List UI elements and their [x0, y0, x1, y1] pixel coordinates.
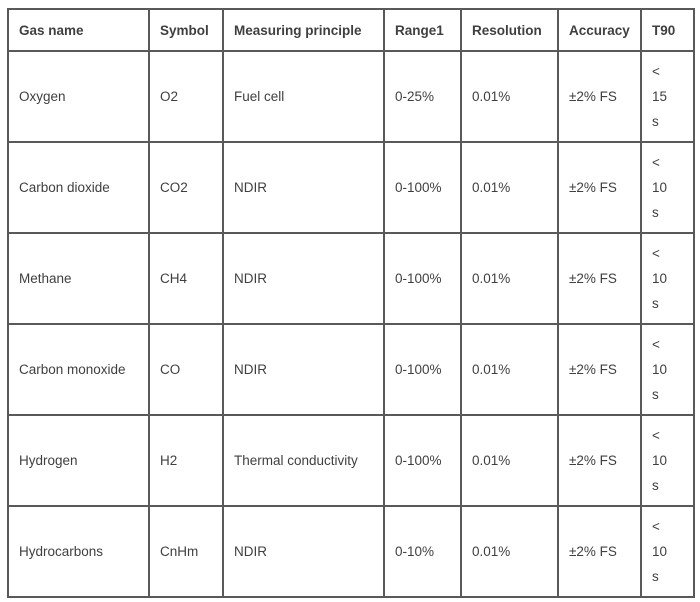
column-header-principle: Measuring principle [222, 8, 385, 52]
cell-accuracy: ±2% FS [557, 232, 642, 325]
column-header-symbol: Symbol [148, 8, 224, 52]
cell-resolution: 0.01% [460, 414, 559, 507]
cell-t90: < 15 s [640, 50, 695, 143]
table-row: Carbon monoxide CO NDIR 0-100% 0.01% ±2% FS < … [7, 323, 695, 416]
cell-gas: Methane [7, 232, 150, 325]
cell-t90: < 10 s [640, 505, 695, 598]
table-header-row: Gas name Symbol Measuring principle Range1 R… [7, 8, 695, 52]
cell-gas: Hydrocarbons [7, 505, 150, 598]
cell-range: 0-10% [383, 505, 462, 598]
cell-range: 0-100% [383, 323, 462, 416]
cell-range: 0-25% [383, 50, 462, 143]
cell-principle: Thermal conductivity [222, 414, 385, 507]
cell-range: 0-100% [383, 414, 462, 507]
cell-accuracy: ±2% FS [557, 141, 642, 234]
cell-gas: Carbon dioxide [7, 141, 150, 234]
cell-t90: < 10 s [640, 323, 695, 416]
cell-range: 0-100% [383, 232, 462, 325]
cell-gas: Hydrogen [7, 414, 150, 507]
cell-principle: Fuel cell [222, 50, 385, 143]
table-row: Oxygen O2 Fuel cell 0-25% 0.01% ±2% FS < 15 s [7, 50, 695, 143]
cell-accuracy: ±2% FS [557, 323, 642, 416]
cell-principle: NDIR [222, 505, 385, 598]
column-header-range: Range1 [383, 8, 462, 52]
cell-resolution: 0.01% [460, 141, 559, 234]
column-header-t90: T90 [640, 8, 695, 52]
column-header-gas: Gas name [7, 8, 150, 52]
cell-t90: < 10 s [640, 141, 695, 234]
cell-symbol: CH4 [148, 232, 224, 325]
cell-resolution: 0.01% [460, 232, 559, 325]
cell-symbol: CO2 [148, 141, 224, 234]
cell-accuracy: ±2% FS [557, 50, 642, 143]
cell-resolution: 0.01% [460, 505, 559, 598]
table-row: Methane CH4 NDIR 0-100% 0.01% ±2% FS < 10 s [7, 232, 695, 325]
cell-symbol: O2 [148, 50, 224, 143]
cell-t90: < 10 s [640, 232, 695, 325]
cell-principle: NDIR [222, 141, 385, 234]
cell-symbol: CnHm [148, 505, 224, 598]
cell-gas: Oxygen [7, 50, 150, 143]
cell-accuracy: ±2% FS [557, 505, 642, 598]
cell-symbol: H2 [148, 414, 224, 507]
cell-gas: Carbon monoxide [7, 323, 150, 416]
cell-t90: < 10 s [640, 414, 695, 507]
gas-spec-table: Gas name Symbol Measuring principle Range1 R… [7, 8, 695, 598]
cell-resolution: 0.01% [460, 323, 559, 416]
column-header-accuracy: Accuracy [557, 8, 642, 52]
table-row: Hydrogen H2 Thermal conductivity 0-100% 0.01… [7, 414, 695, 507]
cell-accuracy: ±2% FS [557, 414, 642, 507]
cell-range: 0-100% [383, 141, 462, 234]
cell-principle: NDIR [222, 323, 385, 416]
table-row: Carbon dioxide CO2 NDIR 0-100% 0.01% ±2% FS < … [7, 141, 695, 234]
cell-resolution: 0.01% [460, 50, 559, 143]
cell-symbol: CO [148, 323, 224, 416]
cell-principle: NDIR [222, 232, 385, 325]
table-row: Hydrocarbons CnHm NDIR 0-10% 0.01% ±2% FS < 10… [7, 505, 695, 598]
column-header-resolution: Resolution [460, 8, 559, 52]
